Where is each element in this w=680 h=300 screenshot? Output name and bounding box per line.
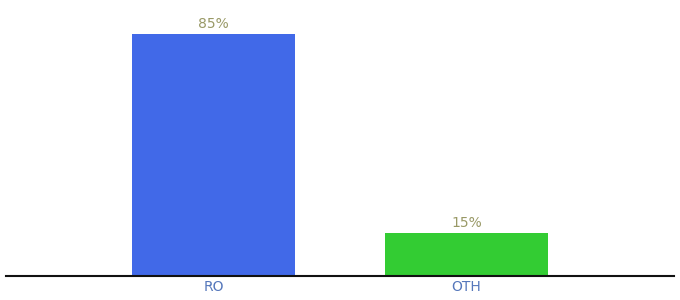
Bar (385, 233, 548, 276)
Text: 85%: 85% (199, 16, 229, 31)
Text: 15%: 15% (451, 215, 481, 230)
Bar (132, 34, 295, 276)
